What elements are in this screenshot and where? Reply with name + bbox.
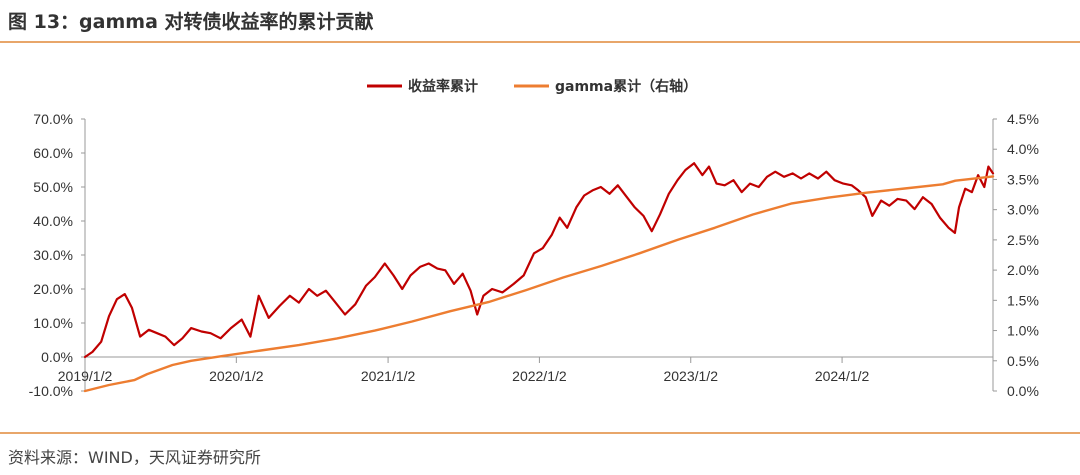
left-tick-label: 60.0%: [33, 145, 73, 161]
left-tick-label: 30.0%: [33, 247, 73, 263]
right-tick-label: 0.0%: [1007, 383, 1039, 399]
right-tick-label: 2.5%: [1007, 232, 1039, 248]
page-title: 图 13：gamma 对转债收益率的累计贡献: [8, 11, 374, 33]
left-tick-label: 10.0%: [33, 315, 73, 331]
x-tick-label: 2023/1/2: [663, 368, 718, 384]
right-tick-label: 3.5%: [1007, 171, 1039, 187]
left-tick-label: -10.0%: [29, 383, 73, 399]
x-tick-label: 2024/1/2: [815, 368, 870, 384]
right-tick-label: 3.0%: [1007, 202, 1039, 218]
right-tick-label: 2.0%: [1007, 262, 1039, 278]
left-tick-label: 50.0%: [33, 179, 73, 195]
legend-label-gamma: gamma累计（右轴）: [555, 78, 697, 95]
right-tick-label: 0.5%: [1007, 353, 1039, 369]
left-tick-label: 70.0%: [33, 111, 73, 127]
top-divider: [0, 41, 1080, 43]
source-note: 资料来源：WIND，天风证券研究所: [8, 448, 261, 467]
left-tick-label: 0.0%: [41, 349, 73, 365]
x-tick-label: 2022/1/2: [512, 368, 567, 384]
bottom-divider: [0, 432, 1080, 434]
x-tick-label: 2020/1/2: [209, 368, 264, 384]
series-line-gamma-cumulative: [83, 175, 995, 393]
series-line-return-cumulative: [83, 162, 995, 359]
right-tick-label: 4.0%: [1007, 141, 1039, 157]
header: 图 13：gamma 对转债收益率的累计贡献: [0, 0, 1080, 42]
x-tick-label: 2021/1/2: [361, 368, 416, 384]
left-tick-label: 20.0%: [33, 281, 73, 297]
right-tick-label: 4.5%: [1007, 111, 1039, 127]
right-tick-label: 1.5%: [1007, 292, 1039, 308]
x-tick-label: 2019/1/2: [58, 368, 113, 384]
legend-label-return: 收益率累计: [408, 78, 478, 95]
right-tick-label: 1.0%: [1007, 323, 1039, 339]
left-tick-label: 40.0%: [33, 213, 73, 229]
